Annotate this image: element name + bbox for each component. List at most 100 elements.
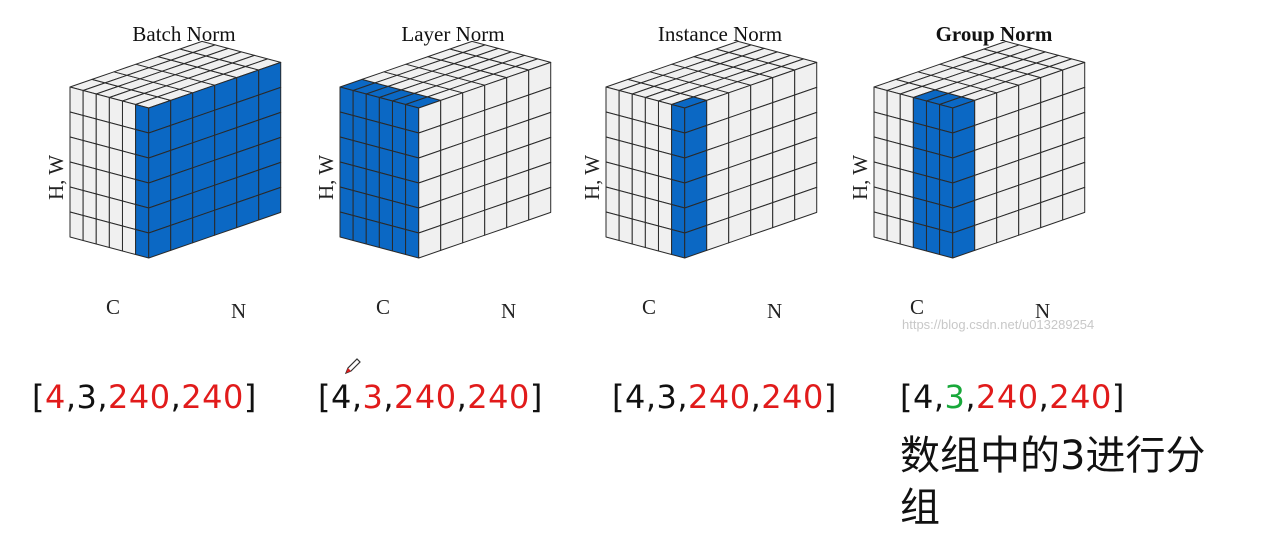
- left-cell: [95, 143, 110, 173]
- tensor-shape-label: [4,3,240,240]: [32, 378, 257, 416]
- left-cell: [405, 179, 420, 209]
- left-cell: [925, 175, 941, 205]
- left-cell: [925, 200, 941, 230]
- left-cell: [899, 168, 914, 198]
- left-cell: [925, 100, 941, 130]
- left-cell: [378, 147, 393, 177]
- left-cell: [378, 172, 393, 202]
- shape-segment: ,: [456, 378, 468, 416]
- left-cell: [899, 193, 914, 223]
- left-cell: [405, 104, 420, 134]
- left-cell: [671, 179, 686, 209]
- shape-segment: 240: [688, 378, 751, 416]
- shape-segment: 240: [181, 378, 244, 416]
- left-cell: [69, 161, 84, 191]
- left-cell: [405, 229, 420, 259]
- left-cell: [618, 90, 633, 120]
- left-cell: [391, 225, 407, 255]
- left-cell: [886, 115, 901, 145]
- left-cell: [657, 200, 673, 230]
- left-cell: [618, 140, 633, 170]
- left-cell: [339, 161, 354, 191]
- axis-label-c: C: [910, 295, 925, 319]
- left-cell: [365, 193, 380, 223]
- left-cell: [605, 111, 620, 141]
- left-cell: [391, 175, 407, 205]
- left-cell: [886, 215, 901, 245]
- left-cell: [657, 225, 673, 255]
- cube-title: Instance Norm: [657, 22, 783, 46]
- left-cell: [391, 125, 407, 155]
- left-cell: [939, 229, 954, 259]
- left-cell: [657, 175, 673, 205]
- left-cell: [605, 211, 620, 241]
- group-note: 数组中的3进行分组: [900, 433, 1206, 531]
- shape-segment: ,: [1038, 378, 1050, 416]
- left-cell: [365, 118, 380, 148]
- tensor-shape-label: [4,3,240,240]: [900, 378, 1125, 416]
- left-cell: [631, 118, 646, 148]
- shape-segment: [4,: [900, 378, 945, 416]
- left-cell: [671, 104, 686, 134]
- axis-label-n: N: [1035, 299, 1051, 323]
- left-cell: [339, 186, 354, 216]
- left-cell: [82, 190, 97, 220]
- left-cell: [391, 100, 407, 130]
- left-cell: [95, 93, 110, 123]
- right-cell: [1062, 186, 1086, 221]
- left-cell: [671, 229, 686, 259]
- left-cell: [352, 115, 367, 145]
- left-cell: [339, 86, 354, 116]
- left-cell: [631, 93, 646, 123]
- left-cell: [82, 140, 97, 170]
- axis-label-c: C: [376, 295, 391, 319]
- left-cell: [405, 154, 420, 184]
- left-cell: [618, 115, 633, 145]
- left-cell: [352, 140, 367, 170]
- shape-segment: 240: [467, 378, 530, 416]
- left-cell: [899, 93, 914, 123]
- left-cell: [873, 186, 888, 216]
- axis-label-hw: H, W: [314, 154, 338, 200]
- shape-segment: [: [32, 378, 45, 416]
- left-cell: [618, 165, 633, 195]
- axis-label-hw: H, W: [580, 154, 604, 200]
- left-cell: [605, 186, 620, 216]
- axis-label-hw: H, W: [848, 154, 872, 200]
- left-cell: [925, 125, 941, 155]
- left-cell: [352, 90, 367, 120]
- left-cell: [644, 222, 659, 252]
- left-cell: [605, 161, 620, 191]
- left-cell: [671, 204, 686, 234]
- pen-cursor-icon: [344, 358, 361, 375]
- left-cell: [121, 175, 137, 205]
- shape-segment: ,: [383, 378, 395, 416]
- cube-title: Layer Norm: [401, 22, 505, 46]
- left-cell: [657, 125, 673, 155]
- left-cell: [121, 200, 137, 230]
- shape-segment: ]: [823, 378, 837, 416]
- left-cell: [69, 136, 84, 166]
- left-cell: [912, 222, 927, 252]
- left-cell: [352, 190, 367, 220]
- left-cell: [69, 211, 84, 241]
- left-cell: [95, 193, 110, 223]
- left-cell: [631, 193, 646, 223]
- left-cell: [644, 122, 659, 152]
- left-cell: [82, 165, 97, 195]
- left-cell: [69, 186, 84, 216]
- left-cell: [605, 136, 620, 166]
- shape-segment: 240: [761, 378, 824, 416]
- left-cell: [912, 172, 927, 202]
- shape-segment: 3: [944, 378, 966, 416]
- left-cell: [925, 225, 941, 255]
- cube-instance: [605, 40, 818, 259]
- left-cell: [108, 197, 123, 227]
- left-cell: [121, 100, 137, 130]
- left-cell: [644, 172, 659, 202]
- axis-label-n: N: [231, 299, 247, 323]
- left-cell: [912, 197, 927, 227]
- left-cell: [82, 215, 97, 245]
- left-cell: [108, 122, 123, 152]
- shape-segment: ,: [750, 378, 762, 416]
